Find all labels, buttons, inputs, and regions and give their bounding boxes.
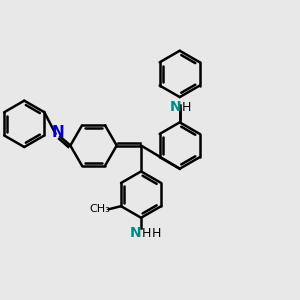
Text: CH₃: CH₃ bbox=[89, 204, 110, 214]
Text: H: H bbox=[151, 227, 160, 240]
Text: N: N bbox=[130, 226, 142, 240]
Text: H: H bbox=[142, 227, 151, 240]
Text: H: H bbox=[182, 101, 191, 114]
Text: N: N bbox=[169, 100, 181, 115]
Text: N: N bbox=[52, 125, 64, 140]
